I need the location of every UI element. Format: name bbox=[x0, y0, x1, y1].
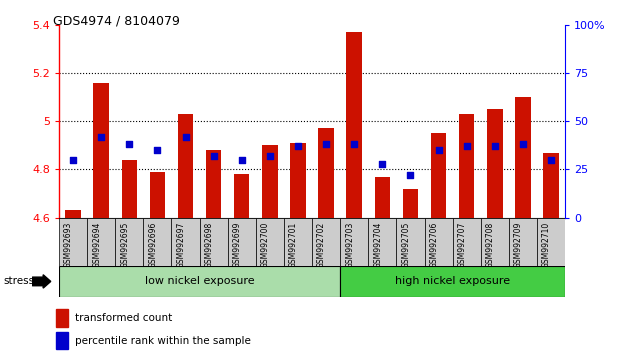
Bar bbox=[56, 332, 68, 349]
Bar bbox=[65, 211, 81, 218]
Text: GSM992693: GSM992693 bbox=[64, 222, 73, 268]
Bar bbox=[515, 97, 531, 218]
Text: GSM992699: GSM992699 bbox=[233, 222, 242, 268]
Point bbox=[490, 143, 500, 149]
Text: GSM992709: GSM992709 bbox=[514, 222, 523, 268]
Text: GSM992696: GSM992696 bbox=[148, 222, 157, 268]
Bar bbox=[150, 172, 165, 218]
Text: high nickel exposure: high nickel exposure bbox=[395, 276, 510, 286]
Bar bbox=[543, 153, 559, 218]
Bar bbox=[284, 218, 312, 266]
Bar bbox=[374, 177, 390, 218]
Text: transformed count: transformed count bbox=[75, 313, 172, 323]
Bar bbox=[206, 150, 221, 218]
Bar bbox=[56, 309, 68, 327]
Bar bbox=[347, 32, 362, 218]
Bar bbox=[93, 82, 109, 218]
Bar bbox=[459, 114, 474, 218]
Bar bbox=[122, 160, 137, 218]
Bar bbox=[509, 218, 537, 266]
Text: GSM992710: GSM992710 bbox=[542, 222, 551, 268]
Point bbox=[124, 142, 134, 147]
Text: GSM992703: GSM992703 bbox=[345, 222, 354, 268]
Bar bbox=[340, 266, 565, 297]
Bar bbox=[340, 218, 368, 266]
Point bbox=[265, 153, 275, 159]
Text: GSM992707: GSM992707 bbox=[458, 222, 467, 268]
Bar bbox=[319, 129, 334, 218]
Point bbox=[68, 157, 78, 162]
Text: GSM992695: GSM992695 bbox=[120, 222, 129, 268]
Text: GSM992700: GSM992700 bbox=[261, 222, 270, 268]
Point bbox=[433, 147, 443, 153]
Bar bbox=[262, 145, 278, 218]
Point bbox=[96, 134, 106, 139]
Bar bbox=[116, 218, 143, 266]
Text: stress: stress bbox=[3, 276, 34, 286]
Bar bbox=[312, 218, 340, 266]
Text: GSM992701: GSM992701 bbox=[289, 222, 298, 268]
Text: GSM992698: GSM992698 bbox=[205, 222, 214, 268]
Bar bbox=[234, 174, 250, 218]
Bar bbox=[396, 218, 425, 266]
Point bbox=[293, 143, 303, 149]
Bar bbox=[59, 266, 340, 297]
Bar bbox=[481, 218, 509, 266]
Point bbox=[181, 134, 191, 139]
Text: GSM992694: GSM992694 bbox=[92, 222, 101, 268]
Point bbox=[546, 157, 556, 162]
Text: GSM992702: GSM992702 bbox=[317, 222, 326, 268]
Text: GSM992697: GSM992697 bbox=[176, 222, 186, 268]
Point bbox=[462, 143, 472, 149]
Bar bbox=[178, 114, 193, 218]
FancyArrow shape bbox=[32, 275, 51, 288]
Bar bbox=[537, 218, 565, 266]
Bar bbox=[487, 109, 502, 218]
Bar bbox=[256, 218, 284, 266]
Bar bbox=[199, 218, 228, 266]
Text: percentile rank within the sample: percentile rank within the sample bbox=[75, 336, 250, 346]
Bar bbox=[431, 133, 446, 218]
Bar bbox=[425, 218, 453, 266]
Bar bbox=[87, 218, 116, 266]
Bar bbox=[59, 218, 87, 266]
Point bbox=[321, 142, 331, 147]
Bar bbox=[228, 218, 256, 266]
Point bbox=[152, 147, 162, 153]
Bar bbox=[290, 143, 306, 218]
Bar bbox=[453, 218, 481, 266]
Point bbox=[518, 142, 528, 147]
Text: low nickel exposure: low nickel exposure bbox=[145, 276, 255, 286]
Text: GSM992706: GSM992706 bbox=[430, 222, 438, 268]
Text: GSM992708: GSM992708 bbox=[486, 222, 495, 268]
Bar bbox=[171, 218, 199, 266]
Point bbox=[349, 142, 359, 147]
Point bbox=[237, 157, 247, 162]
Point bbox=[406, 172, 415, 178]
Bar bbox=[143, 218, 171, 266]
Bar bbox=[368, 218, 396, 266]
Text: GSM992705: GSM992705 bbox=[401, 222, 410, 268]
Text: GSM992704: GSM992704 bbox=[373, 222, 383, 268]
Point bbox=[378, 161, 388, 166]
Bar bbox=[403, 189, 418, 218]
Text: GDS4974 / 8104079: GDS4974 / 8104079 bbox=[53, 14, 179, 27]
Point bbox=[209, 153, 219, 159]
